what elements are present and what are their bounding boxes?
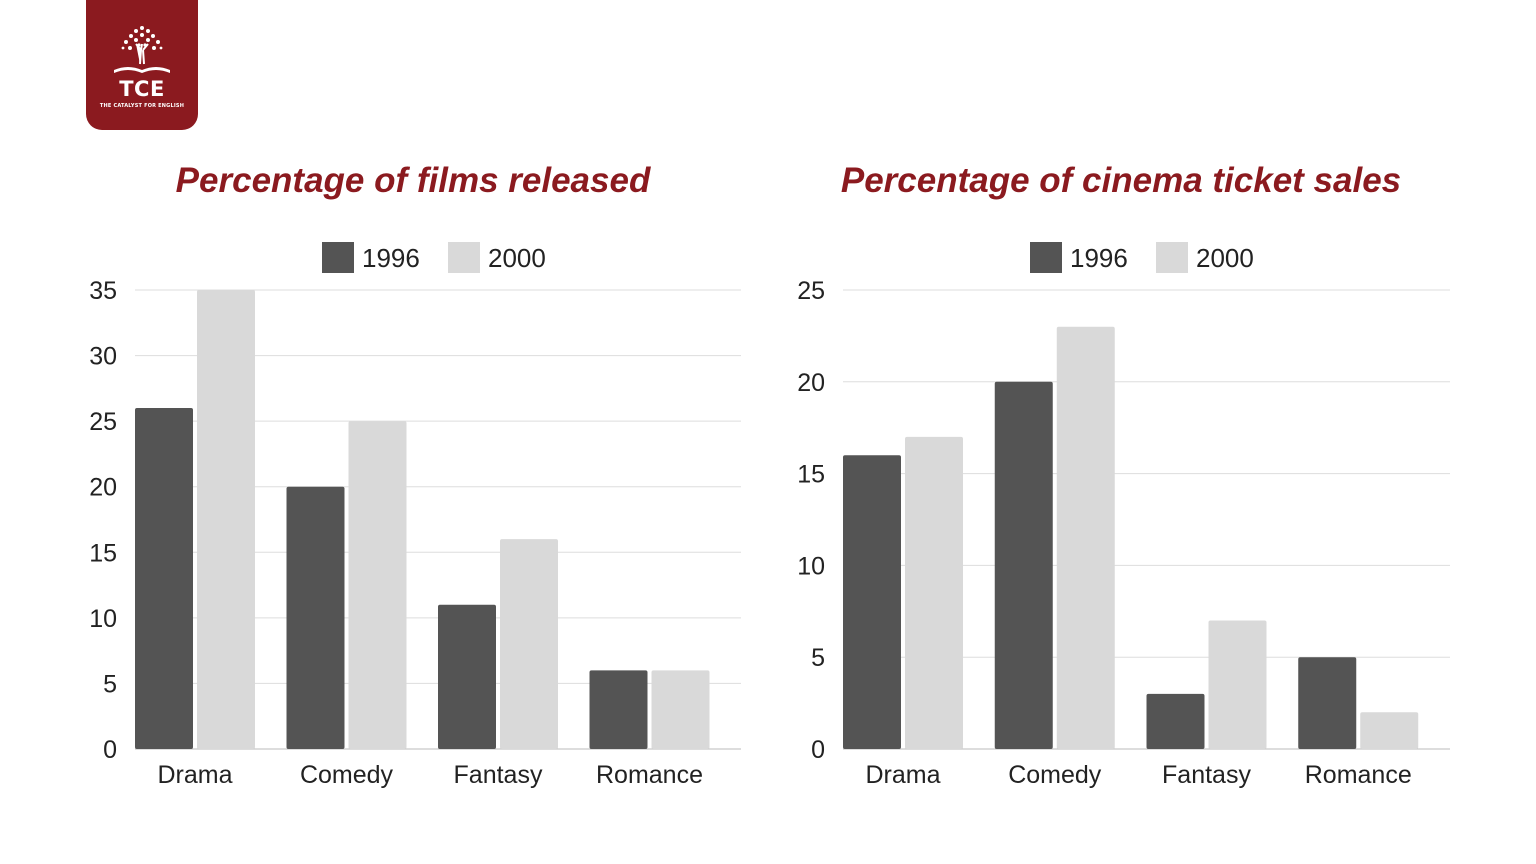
y-tick-label: 25 bbox=[797, 277, 825, 305]
bar-comedy-1996 bbox=[994, 381, 1053, 749]
y-tick-label: 0 bbox=[103, 736, 117, 764]
legend-label-2000: 2000 bbox=[1196, 243, 1254, 273]
y-tick-label: 25 bbox=[89, 408, 117, 436]
x-tick-label: Fantasy bbox=[454, 761, 543, 789]
bar-romance-1996 bbox=[1298, 657, 1357, 749]
y-tick-label: 35 bbox=[89, 277, 117, 305]
chart-title: Percentage of cinema ticket sales bbox=[841, 161, 1401, 200]
bar-fantasy-1996 bbox=[1146, 693, 1205, 749]
bar-romance-1996 bbox=[589, 670, 648, 749]
x-tick-label: Comedy bbox=[1008, 761, 1102, 789]
legend-swatch-2000 bbox=[448, 242, 480, 273]
bar-comedy-2000 bbox=[348, 421, 407, 749]
y-tick-label: 10 bbox=[89, 605, 117, 633]
y-tick-label: 5 bbox=[103, 670, 117, 698]
y-tick-label: 20 bbox=[797, 369, 825, 397]
legend-swatch-1996 bbox=[322, 242, 354, 273]
x-tick-label: Drama bbox=[865, 761, 940, 789]
legend-swatch-1996 bbox=[1030, 242, 1062, 273]
logo-tagline: THE CATALYST FOR ENGLISH bbox=[99, 103, 185, 109]
bar-drama-2000 bbox=[905, 436, 963, 749]
x-tick-label: Romance bbox=[596, 761, 703, 789]
x-tick-label: Drama bbox=[157, 761, 232, 789]
legend-label-1996: 1996 bbox=[1070, 243, 1128, 273]
y-tick-label: 20 bbox=[89, 474, 117, 502]
chart-title: Percentage of films released bbox=[176, 161, 651, 200]
legend-swatch-2000 bbox=[1156, 242, 1188, 273]
bar-drama-2000 bbox=[197, 290, 255, 749]
bar-romance-2000 bbox=[651, 670, 710, 749]
bar-fantasy-1996 bbox=[438, 604, 496, 749]
bar-fantasy-2000 bbox=[500, 539, 558, 749]
legend-label-2000: 2000 bbox=[488, 243, 546, 273]
y-tick-label: 30 bbox=[89, 343, 117, 371]
x-tick-label: Romance bbox=[1305, 761, 1412, 789]
bar-fantasy-2000 bbox=[1208, 620, 1267, 749]
x-tick-label: Fantasy bbox=[1162, 761, 1251, 789]
bar-romance-2000 bbox=[1360, 712, 1419, 749]
y-tick-label: 10 bbox=[797, 552, 825, 580]
bar-comedy-1996 bbox=[286, 486, 345, 749]
x-tick-label: Comedy bbox=[300, 761, 394, 789]
tree-book-icon bbox=[114, 26, 170, 73]
tce-logo: TCE THE CATALYST FOR ENGLISH bbox=[86, 0, 198, 130]
logo-name: TCE bbox=[119, 77, 165, 101]
y-tick-label: 15 bbox=[797, 461, 825, 489]
bar-drama-1996 bbox=[135, 408, 193, 749]
legend-label-1996: 1996 bbox=[362, 243, 420, 273]
bar-comedy-2000 bbox=[1056, 326, 1115, 749]
y-tick-label: 0 bbox=[811, 736, 825, 764]
y-tick-label: 5 bbox=[811, 644, 825, 672]
bar-drama-1996 bbox=[843, 455, 901, 749]
y-tick-label: 15 bbox=[89, 539, 117, 567]
